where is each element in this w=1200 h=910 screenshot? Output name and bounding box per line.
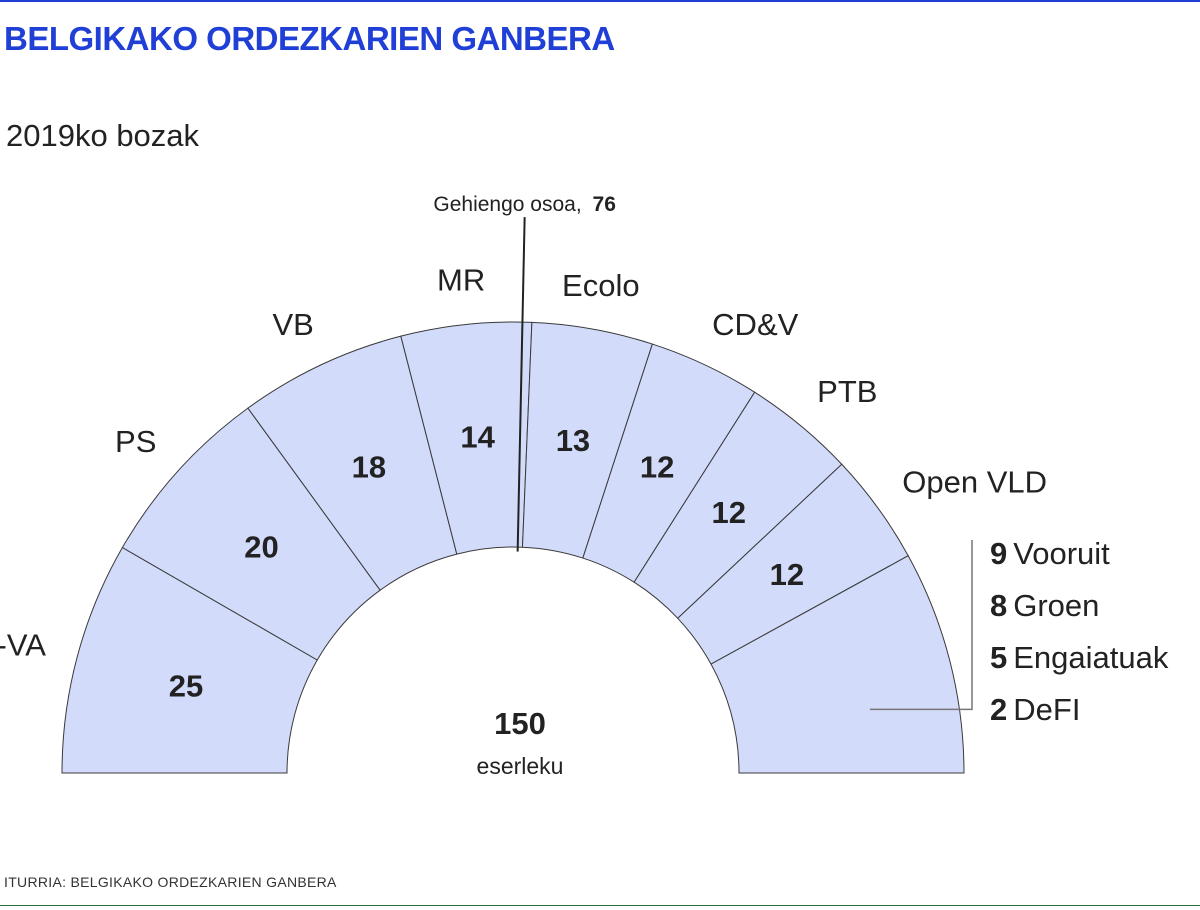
- seat-value-vb: 18: [352, 450, 386, 485]
- small-party-engaiatuak: 5 Engaiatuak: [990, 640, 1169, 675]
- seat-value-mr: 14: [460, 419, 495, 454]
- party-labels-layer: N-VA PS VB MR Ecolo CD&V PTB Open VLD: [0, 263, 1047, 663]
- small-party-name: Engaiatuak: [1013, 640, 1169, 675]
- small-party-seats: 2: [990, 692, 1007, 727]
- small-party-seats: 5: [990, 640, 1007, 675]
- chart-title: BELGIKAKO ORDEZKARIEN GANBERA: [4, 20, 615, 57]
- total-seats-unit: eserleku: [477, 753, 564, 779]
- party-label-ptb: PTB: [817, 374, 877, 409]
- small-party-defi: 2 DeFI: [990, 692, 1080, 727]
- small-party-vooruit: 9 Vooruit: [990, 536, 1110, 571]
- chart-subtitle: 2019ko bozak: [6, 118, 200, 153]
- party-label-ecolo: Ecolo: [562, 268, 640, 303]
- party-label-ps: PS: [115, 424, 156, 459]
- seat-value-n-va: 25: [169, 668, 203, 703]
- seat-values-layer: 25 20 18 14 13 12 12 12: [169, 419, 804, 703]
- total-seats: 150: [494, 706, 546, 741]
- seat-value-ptb: 12: [712, 495, 746, 530]
- small-party-name: Vooruit: [1013, 536, 1110, 571]
- majority-label: Gehiengo osoa, 76: [433, 193, 616, 216]
- small-party-seats: 8: [990, 588, 1007, 623]
- majority-label-text: Gehiengo osoa,: [433, 193, 581, 216]
- source-note: ITURRIA: BELGIKAKO ORDEZKARIEN GANBERA: [4, 874, 337, 890]
- party-label-mr: MR: [437, 263, 485, 298]
- majority-line: [516, 217, 526, 552]
- small-party-seats: 9: [990, 536, 1007, 571]
- segments-layer: [61, 321, 965, 774]
- party-label-n-va: N-VA: [0, 628, 46, 663]
- small-party-name: DeFI: [1013, 692, 1080, 727]
- seat-value-ecolo: 13: [556, 423, 590, 458]
- small-party-name: Groen: [1013, 588, 1099, 623]
- small-parties-connector: [869, 540, 973, 711]
- party-label-cd-v: CD&V: [712, 307, 798, 342]
- party-label-vb: VB: [272, 307, 313, 342]
- seat-value-cd-v: 12: [640, 450, 674, 485]
- small-party-groen: 8 Groen: [990, 588, 1099, 623]
- seat-value-open-vld: 12: [770, 557, 804, 592]
- seat-value-ps: 20: [244, 529, 278, 564]
- majority-value: 76: [593, 193, 616, 216]
- segment-others: [710, 555, 965, 774]
- bottom-rule: [0, 905, 1200, 906]
- top-rule: [0, 0, 1200, 2]
- party-label-open-vld: Open VLD: [902, 464, 1047, 499]
